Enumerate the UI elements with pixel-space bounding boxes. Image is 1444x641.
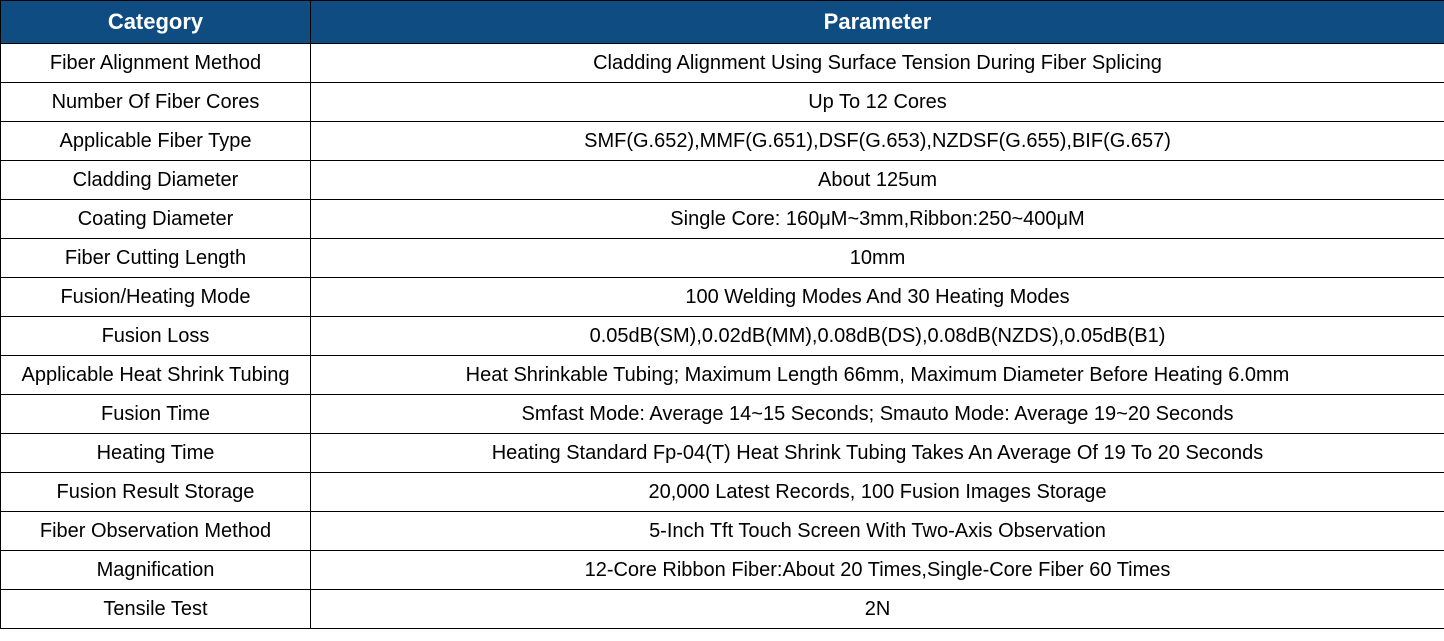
table-row: Tensile Test 2N <box>1 590 1444 629</box>
cell-parameter: 20,000 Latest Records, 100 Fusion Images… <box>311 473 1444 512</box>
table-row: Magnification 12-Core Ribbon Fiber:About… <box>1 551 1444 590</box>
cell-category: Number Of Fiber Cores <box>1 83 311 122</box>
cell-category: Applicable Fiber Type <box>1 122 311 161</box>
cell-category: Cladding Diameter <box>1 161 311 200</box>
cell-parameter: Heating Standard Fp-04(T) Heat Shrink Tu… <box>311 434 1444 473</box>
cell-category: Coating Diameter <box>1 200 311 239</box>
cell-category: Tensile Test <box>1 590 311 629</box>
table-row: Fusion Result Storage 20,000 Latest Reco… <box>1 473 1444 512</box>
table-row: Fusion/Heating Mode 100 Welding Modes An… <box>1 278 1444 317</box>
cell-category: Fusion/Heating Mode <box>1 278 311 317</box>
cell-parameter: SMF(G.652),MMF(G.651),DSF(G.653),NZDSF(G… <box>311 122 1444 161</box>
table-row: Coating Diameter Single Core: 160μM~3mm,… <box>1 200 1444 239</box>
cell-category: Fiber Observation Method <box>1 512 311 551</box>
cell-parameter: Smfast Mode: Average 14~15 Seconds; Smau… <box>311 395 1444 434</box>
cell-parameter: 12-Core Ribbon Fiber:About 20 Times,Sing… <box>311 551 1444 590</box>
cell-category: Fiber Cutting Length <box>1 239 311 278</box>
cell-parameter: Single Core: 160μM~3mm,Ribbon:250~400μM <box>311 200 1444 239</box>
header-category: Category <box>1 1 311 44</box>
table-row: Heating Time Heating Standard Fp-04(T) H… <box>1 434 1444 473</box>
header-parameter: Parameter <box>311 1 1444 44</box>
cell-category: Fusion Loss <box>1 317 311 356</box>
cell-parameter: Heat Shrinkable Tubing; Maximum Length 6… <box>311 356 1444 395</box>
cell-category: Heating Time <box>1 434 311 473</box>
table-row: Number Of Fiber Cores Up To 12 Cores <box>1 83 1444 122</box>
cell-parameter: About 125um <box>311 161 1444 200</box>
cell-parameter: 5-Inch Tft Touch Screen With Two-Axis Ob… <box>311 512 1444 551</box>
table-row: Cladding Diameter About 125um <box>1 161 1444 200</box>
table-row: Fusion Time Smfast Mode: Average 14~15 S… <box>1 395 1444 434</box>
table-row: Applicable Heat Shrink Tubing Heat Shrin… <box>1 356 1444 395</box>
cell-category: Magnification <box>1 551 311 590</box>
table-header-row: Category Parameter <box>1 1 1444 44</box>
table-row: Fiber Alignment Method Cladding Alignmen… <box>1 44 1444 83</box>
table-row: Fiber Observation Method 5-Inch Tft Touc… <box>1 512 1444 551</box>
cell-parameter: 0.05dB(SM),0.02dB(MM),0.08dB(DS),0.08dB(… <box>311 317 1444 356</box>
cell-category: Fusion Result Storage <box>1 473 311 512</box>
cell-category: Fiber Alignment Method <box>1 44 311 83</box>
cell-parameter: Cladding Alignment Using Surface Tension… <box>311 44 1444 83</box>
cell-category: Applicable Heat Shrink Tubing <box>1 356 311 395</box>
table-row: Fiber Cutting Length 10mm <box>1 239 1444 278</box>
cell-parameter: 100 Welding Modes And 30 Heating Modes <box>311 278 1444 317</box>
cell-parameter: 10mm <box>311 239 1444 278</box>
cell-parameter: 2N <box>311 590 1444 629</box>
cell-parameter: Up To 12 Cores <box>311 83 1444 122</box>
table-row: Fusion Loss 0.05dB(SM),0.02dB(MM),0.08dB… <box>1 317 1444 356</box>
spec-table: Category Parameter Fiber Alignment Metho… <box>0 0 1444 629</box>
table-body: Fiber Alignment Method Cladding Alignmen… <box>1 44 1444 629</box>
table-row: Applicable Fiber Type SMF(G.652),MMF(G.6… <box>1 122 1444 161</box>
cell-category: Fusion Time <box>1 395 311 434</box>
